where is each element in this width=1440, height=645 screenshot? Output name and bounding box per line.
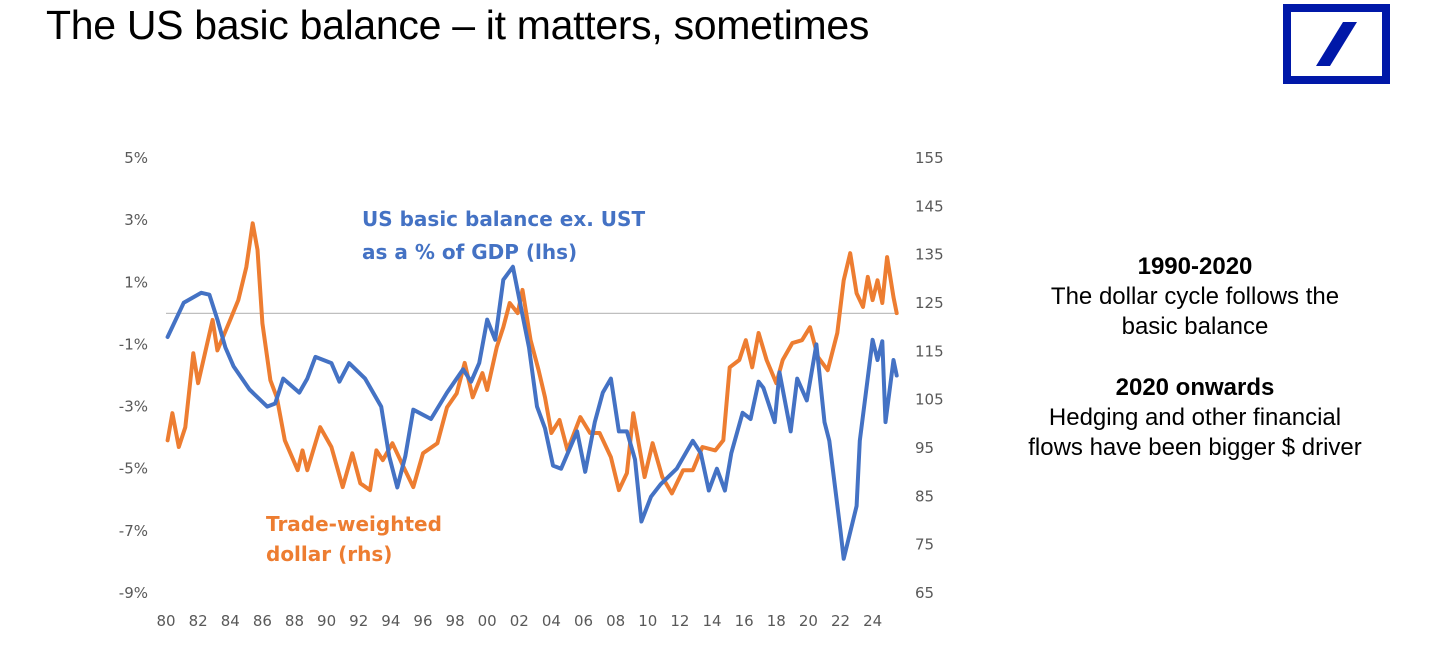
x-axis-tick-label: 80 xyxy=(156,612,175,630)
deutsche-bank-logo xyxy=(1283,4,1390,84)
right-axis-tick-label: 145 xyxy=(915,197,944,215)
commentary-text: Hedging and other financial xyxy=(1048,404,1342,431)
x-axis-ticks: 80 82 84 86 88 90 92 94 96 98 00 02 04 06 08 10 12 14 16 18… xyxy=(156,612,882,630)
blue-series-label-line2: as a % of GDP (lhs) xyxy=(362,240,577,264)
basic-balance-line xyxy=(165,264,899,561)
right-axis-ticks: 155 145 135 125 115 105 95 85 75 65 xyxy=(915,149,944,602)
left-axis-tick-label: -1% xyxy=(119,335,148,353)
left-axis-tick-label: -3% xyxy=(119,398,148,416)
x-axis-tick-label: 06 xyxy=(574,612,593,630)
commentary-text: basic balance xyxy=(1121,313,1269,340)
page-title: The US basic balance – it matters, somet… xyxy=(46,2,870,48)
x-axis-tick-label: 98 xyxy=(446,612,465,630)
x-axis-tick-label: 16 xyxy=(735,612,754,630)
x-axis-tick-label: 14 xyxy=(702,612,721,630)
right-axis-tick-label: 125 xyxy=(915,294,944,312)
commentary: 1990-2020 The dollar cycle follows the b… xyxy=(1000,252,1390,463)
x-axis-tick-label: 94 xyxy=(381,612,400,630)
blue-series-label-line1: US basic balance ex. UST xyxy=(362,207,645,231)
right-axis-tick-label: 105 xyxy=(915,391,944,409)
x-axis-tick-label: 82 xyxy=(189,612,208,630)
x-axis-tick-label: 18 xyxy=(767,612,786,630)
x-axis-tick-label: 20 xyxy=(799,612,818,630)
x-axis-tick-label: 04 xyxy=(542,612,561,630)
x-axis-tick-label: 90 xyxy=(317,612,336,630)
x-axis-tick-label: 10 xyxy=(638,612,657,630)
x-axis-tick-label: 96 xyxy=(413,612,432,630)
x-axis-tick-label: 02 xyxy=(510,612,529,630)
right-axis-tick-label: 155 xyxy=(915,149,944,167)
logo-slash xyxy=(1316,22,1357,66)
x-axis-tick-label: 84 xyxy=(221,612,240,630)
x-axis-tick-label: 88 xyxy=(285,612,304,630)
orange-series-label-line1: Trade-weighted xyxy=(266,512,442,536)
logo-frame xyxy=(1283,4,1390,84)
commentary-heading-1990-2020: 1990-2020 xyxy=(1137,253,1253,280)
left-axis-tick-label: -5% xyxy=(119,460,148,478)
left-axis-tick-label: -7% xyxy=(119,522,148,540)
left-axis-tick-label: 3% xyxy=(124,211,148,229)
left-axis-ticks: 5% 3% 1% -1% -3% -5% -7% -9% xyxy=(119,149,148,602)
left-axis-tick-label: 5% xyxy=(124,149,148,167)
x-axis-tick-label: 08 xyxy=(606,612,625,630)
commentary-text: flows have been bigger $ driver xyxy=(1028,434,1362,461)
right-axis-tick-label: 115 xyxy=(915,342,944,360)
commentary-text: The dollar cycle follows the xyxy=(1050,283,1340,310)
right-axis-tick-label: 75 xyxy=(915,536,934,554)
x-axis-tick-label: 22 xyxy=(831,612,850,630)
series-lines xyxy=(165,221,899,561)
commentary-heading-2020-onwards: 2020 onwards xyxy=(1115,374,1275,401)
right-axis-tick-label: 85 xyxy=(915,487,934,505)
x-axis-tick-label: 92 xyxy=(349,612,368,630)
x-axis-tick-label: 00 xyxy=(478,612,497,630)
x-axis-tick-label: 24 xyxy=(863,612,882,630)
right-axis-tick-label: 65 xyxy=(915,584,934,602)
right-axis-tick-label: 135 xyxy=(915,246,944,264)
left-axis-tick-label: -9% xyxy=(119,584,148,602)
orange-series-label-line2: dollar (rhs) xyxy=(266,542,392,566)
x-axis-tick-label: 12 xyxy=(670,612,689,630)
left-axis-tick-label: 1% xyxy=(124,273,148,291)
x-axis-tick-label: 86 xyxy=(253,612,272,630)
right-axis-tick-label: 95 xyxy=(915,439,934,457)
